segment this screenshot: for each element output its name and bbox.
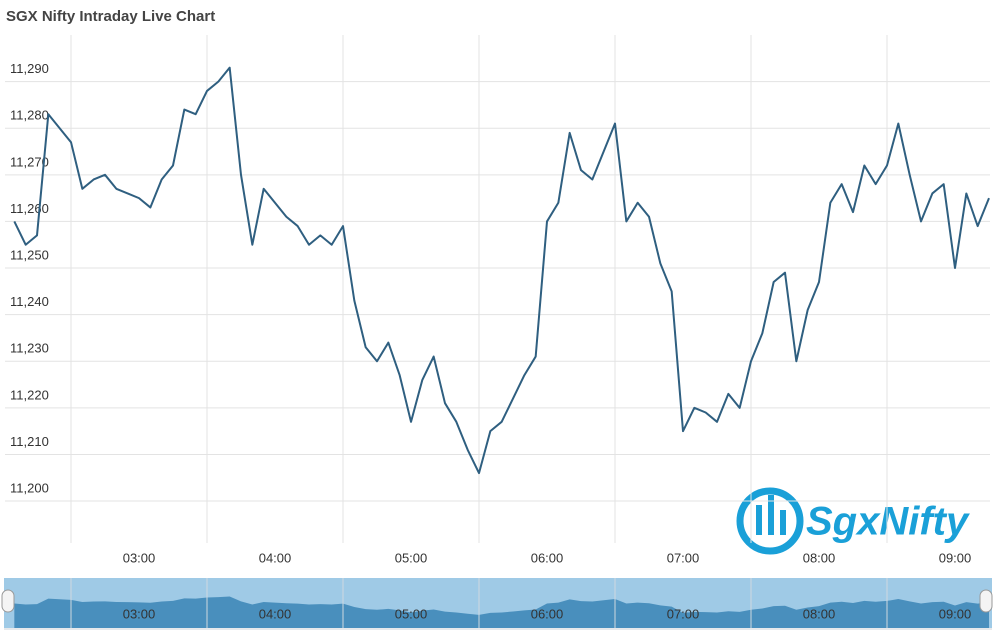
x-tick-label: 04:00 xyxy=(259,550,292,565)
series-line xyxy=(13,66,990,475)
y-tick-label: 11,280 xyxy=(10,108,49,123)
navigator-label: 08:00 xyxy=(803,606,836,621)
y-tick-label: 11,200 xyxy=(10,480,49,495)
y-tick-label: 11,240 xyxy=(10,294,49,309)
logo-text: SgxNifty xyxy=(806,500,970,544)
navigator-handle[interactable] xyxy=(1,589,15,613)
navigator-label: 09:00 xyxy=(939,606,972,621)
y-tick-label: 11,220 xyxy=(10,387,49,402)
navigator-area xyxy=(14,596,990,628)
navigator-label: 06:00 xyxy=(531,606,564,621)
y-tick-label: 11,210 xyxy=(10,434,49,449)
x-tick-label: 09:00 xyxy=(939,550,972,565)
x-tick-label: 08:00 xyxy=(803,550,836,565)
y-tick-label: 11,230 xyxy=(10,341,49,356)
x-tick-label: 05:00 xyxy=(395,550,428,565)
y-tick-label: 11,290 xyxy=(10,61,49,76)
y-tick-label: 11,270 xyxy=(10,154,49,169)
navigator-label: 07:00 xyxy=(667,606,700,621)
navigator-label: 04:00 xyxy=(259,606,292,621)
y-tick-label: 11,260 xyxy=(10,201,49,216)
y-tick-label: 11,250 xyxy=(10,247,49,262)
x-tick-label: 03:00 xyxy=(123,550,156,565)
x-tick-label: 06:00 xyxy=(531,550,564,565)
logo: SgxNifty xyxy=(736,487,970,555)
x-tick-label: 07:00 xyxy=(667,550,700,565)
chart-title: SGX Nifty Intraday Live Chart xyxy=(6,8,215,25)
navigator-window xyxy=(4,578,992,628)
navigator-handle[interactable] xyxy=(979,589,993,613)
navigator-label: 05:00 xyxy=(395,606,428,621)
navigator-label: 03:00 xyxy=(123,606,156,621)
